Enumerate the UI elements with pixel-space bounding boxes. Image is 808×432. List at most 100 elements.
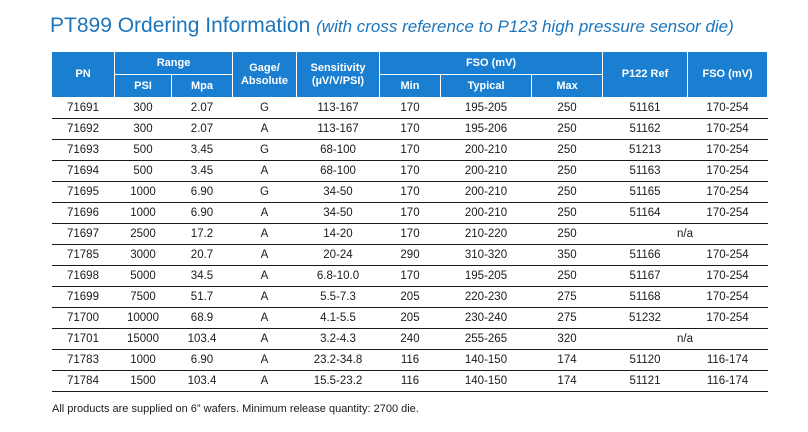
header-fso: FSO (mV): [378, 51, 604, 75]
cell-ga: A: [232, 202, 297, 224]
cell-fso: 116-174: [687, 349, 768, 371]
cell-psi: 1500: [114, 370, 172, 392]
cell-max: 250: [531, 139, 603, 161]
cell-typ: 140-150: [440, 370, 532, 392]
cell-pn: 71694: [51, 160, 115, 182]
cell-sens: 68-100: [296, 139, 380, 161]
cell-psi: 500: [114, 160, 172, 182]
cell-typ: 195-205: [440, 97, 532, 119]
cell-mpa: 6.90: [171, 349, 233, 371]
header-p122-ref: P122 Ref: [602, 51, 689, 98]
cell-typ: 195-206: [440, 118, 532, 140]
cell-sens: 34-50: [296, 181, 380, 203]
cell-typ: 200-210: [440, 139, 532, 161]
cell-max: 350: [531, 244, 603, 266]
table-row: 71784 1500 103.4 A 15.5-23.2 116 140-150 174 511…: [51, 370, 768, 392]
cell-max: 250: [531, 97, 603, 119]
cell-mpa: 20.7: [171, 244, 233, 266]
cell-typ: 210-220: [440, 223, 532, 245]
cell-not-available: n/a: [602, 328, 768, 350]
cell-ref: 51168: [602, 286, 688, 308]
cell-ref: 51164: [602, 202, 688, 224]
cell-max: 250: [531, 181, 603, 203]
cell-typ: 230-240: [440, 307, 532, 329]
cell-min: 290: [379, 244, 441, 266]
cell-min: 170: [379, 223, 441, 245]
cell-fso: 170-254: [687, 97, 768, 119]
ordering-table: PN Range Gage/ Absolute Sensitivity (µV/…: [51, 51, 769, 392]
cell-sens: 113-167: [296, 118, 380, 140]
cell-mpa: 6.90: [171, 202, 233, 224]
cell-pn: 71698: [51, 265, 115, 287]
title-subtitle: (with cross reference to P123 high press…: [316, 17, 734, 36]
header-min: Min: [379, 74, 441, 98]
cell-fso: 170-254: [687, 265, 768, 287]
cell-ref: 51120: [602, 349, 688, 371]
cell-typ: 200-210: [440, 160, 532, 182]
cell-min: 170: [379, 181, 441, 203]
table-body: 71691 300 2.07 G 113-167 170 195-205 250 51161 17…: [51, 97, 768, 392]
table-row: 71691 300 2.07 G 113-167 170 195-205 250 51161 17…: [51, 97, 768, 119]
cell-mpa: 6.90: [171, 181, 233, 203]
table-row: 71697 2500 17.2 A 14-20 170 210-220 250 n/a: [51, 223, 768, 245]
cell-psi: 500: [114, 139, 172, 161]
cell-ref: 51121: [602, 370, 688, 392]
table-row: 71701 15000 103.4 A 3.2-4.3 240 255-265 320 n/a: [51, 328, 768, 350]
cell-mpa: 51.7: [171, 286, 233, 308]
cell-fso: 170-254: [687, 181, 768, 203]
cell-min: 116: [379, 370, 441, 392]
cell-pn: 71783: [51, 349, 115, 371]
cell-pn: 71700: [51, 307, 115, 329]
cell-ga: G: [232, 139, 297, 161]
cell-sens: 68-100: [296, 160, 380, 182]
cell-mpa: 103.4: [171, 370, 233, 392]
cell-min: 240: [379, 328, 441, 350]
table-row: 71700 10000 68.9 A 4.1-5.5 205 230-240 275 51232…: [51, 307, 768, 329]
cell-mpa: 3.45: [171, 139, 233, 161]
cell-min: 170: [379, 118, 441, 140]
cell-max: 320: [531, 328, 603, 350]
cell-mpa: 68.9: [171, 307, 233, 329]
cell-fso: 170-254: [687, 286, 768, 308]
cell-min: 205: [379, 307, 441, 329]
cell-ga: A: [232, 307, 297, 329]
page-title: PT899 Ordering Information (with cross r…: [50, 14, 734, 38]
cell-pn: 71692: [51, 118, 115, 140]
cell-psi: 5000: [114, 265, 172, 287]
cell-sens: 6.8-10.0: [296, 265, 380, 287]
cell-psi: 300: [114, 118, 172, 140]
cell-ga: A: [232, 370, 297, 392]
cell-ga: A: [232, 265, 297, 287]
cell-ref: 51162: [602, 118, 688, 140]
cell-fso: 170-254: [687, 160, 768, 182]
table-row: 71785 3000 20.7 A 20-24 290 310-320 350 51166 170…: [51, 244, 768, 266]
cell-min: 170: [379, 97, 441, 119]
cell-pn: 71693: [51, 139, 115, 161]
cell-sens: 3.2-4.3: [296, 328, 380, 350]
cell-min: 170: [379, 160, 441, 182]
cell-min: 170: [379, 265, 441, 287]
cell-psi: 2500: [114, 223, 172, 245]
cell-not-available: n/a: [602, 223, 768, 245]
cell-mpa: 3.45: [171, 160, 233, 182]
cell-typ: 310-320: [440, 244, 532, 266]
cell-psi: 1000: [114, 181, 172, 203]
cell-typ: 195-205: [440, 265, 532, 287]
cell-min: 116: [379, 349, 441, 371]
footnote: All products are supplied on 6” wafers. …: [52, 403, 419, 415]
cell-pn: 71695: [51, 181, 115, 203]
cell-typ: 200-210: [440, 181, 532, 203]
cell-ref: 51167: [602, 265, 688, 287]
cell-ga: A: [232, 223, 297, 245]
cell-fso: 170-254: [687, 307, 768, 329]
header-psi: PSI: [114, 74, 172, 98]
cell-ref: 51213: [602, 139, 688, 161]
cell-typ: 140-150: [440, 349, 532, 371]
cell-psi: 15000: [114, 328, 172, 350]
table-row: 71783 1000 6.90 A 23.2-34.8 116 140-150 174 5112…: [51, 349, 768, 371]
header-max: Max: [530, 74, 604, 98]
cell-ga: A: [232, 349, 297, 371]
cell-max: 250: [531, 160, 603, 182]
cell-ga: A: [232, 286, 297, 308]
cell-max: 174: [531, 349, 603, 371]
